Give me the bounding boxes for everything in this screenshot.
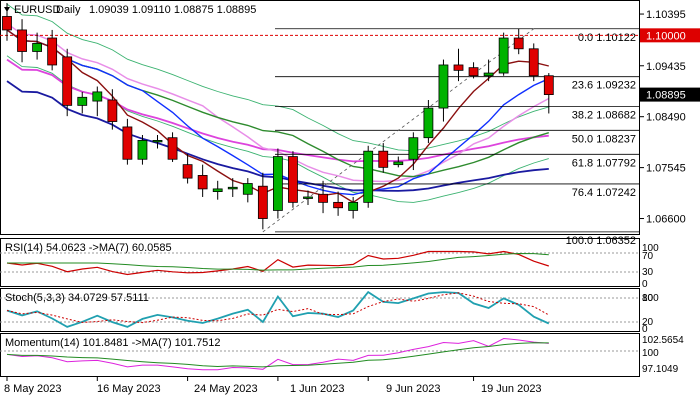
rsi-tick-30: 30 [642,267,654,278]
stoch-tick-80: 80 [642,293,654,304]
fib-level-label: 23.6 1.09232 [572,80,636,92]
candle-body [483,72,494,77]
candle-body [92,91,103,102]
current-price-label: 1.08895 [646,90,686,102]
resistance-price-box [640,28,700,43]
candle-body [333,201,344,209]
candle-body [182,164,193,179]
candle-body [122,126,133,160]
fib-level-label: 38.2 1.08682 [572,109,636,121]
date-label: 19 Jun 2023 [481,383,542,395]
candle-body [453,64,464,71]
rsi-tick-70: 70 [642,251,654,262]
stoch-tick-0: 0 [642,324,648,335]
stoch-tick-20: 20 [642,317,654,328]
candle-body [498,37,509,74]
header-timeframe: Daily [56,4,81,16]
date-label: 8 May 2023 [4,383,61,395]
candle-body [272,156,283,211]
dropdown-triangle-icon[interactable] [4,7,10,12]
candle-body [408,137,419,160]
candle-body [393,161,404,166]
fib-level-label: 76.4 1.07242 [572,187,636,199]
candle-body [363,150,374,203]
stoch-label: Stoch(5,3,3) 34.0729 57.5111 [5,292,149,304]
date-label: 24 May 2023 [194,383,258,395]
rsi-tick-100: 100 [642,243,659,254]
fib-level-label: 61.8 1.07792 [572,157,636,169]
rsi-tick-0: 0 [642,279,648,290]
candle-body [543,75,554,95]
candle-body [137,139,148,160]
candle-body [468,67,479,77]
fibonacci-levels: 0.0 1.10122 23.6 1.09232 38.2 1.08682 50.0 … [0,28,640,247]
candle-body [62,56,73,106]
candle-body [348,201,359,211]
candle-body [212,188,223,192]
candle-body [528,48,539,77]
date-label: 1 Jun 2023 [290,383,344,395]
candle-body [197,175,208,190]
momentum-line [6,337,549,371]
rsi-panel-frame [0,238,640,287]
rsi-line [6,250,549,276]
candle-body [318,193,328,203]
candle-body [438,64,449,109]
momentum-ma-line [6,342,549,368]
candle-body [227,186,238,190]
stoch-tick-100: 100 [642,293,659,304]
date-label: 16 May 2023 [97,383,161,395]
price-tick-label: 1.09435 [646,61,686,73]
candle-body [152,139,163,143]
date-axis [6,377,475,381]
candle-body [17,29,27,52]
fib-level-label: 0.0 1.10122 [578,32,636,44]
momentum-label: Momentum(14) 101.8481 ->MA(7) 101.7512 [5,337,221,349]
stoch-signal-line [6,292,550,324]
main-panel-frame [0,0,640,235]
bollinger-upper-line [6,3,549,152]
price-tick-label: 1.10395 [646,9,686,21]
candle-body [513,37,524,50]
resistance-price-label: 1.10000 [646,30,686,42]
momentum-tick-high: 102.5654 [642,335,684,346]
candle-body [167,137,178,160]
candle-body [257,185,268,219]
candle-body [288,156,298,203]
ma-magenta-line [6,58,549,163]
price-tick-label: 1.07545 [646,163,686,175]
rsi-label: RSI(14) 54.0623 ->MA(7) 60.0585 [5,242,172,254]
current-price-box [640,87,700,102]
candle-body [303,196,313,199]
fib-level-label: 100.0 1.06352 [566,235,636,247]
candle-body [242,183,253,195]
price-tick-label: 1.06600 [646,214,686,226]
candle-body [378,150,389,168]
candle-body [423,107,434,139]
indicator-lines [0,250,640,371]
momentum-tick-low: 97.1049 [642,364,679,375]
header-symbol: EURUSD [14,4,61,16]
rsi-ma-line [7,252,549,271]
candle-body [107,99,118,122]
date-label: 9 Jun 2023 [386,383,440,395]
momentum-panel-frame [0,333,640,377]
candle-body [77,96,88,106]
price-axis: 1.10395 1.09435 1.08490 1.07545 1.06600 1.100… [640,9,700,226]
fib-level-label: 50.0 1.08237 [572,133,636,145]
candles [2,3,554,230]
momentum-tick-100: 100 [642,348,659,359]
candle-body [32,43,42,52]
candle-body [2,16,12,31]
candle-body [47,37,58,66]
price-tick-label: 1.08490 [646,112,686,124]
stoch-panel-frame [0,288,640,332]
header-ohlc: 1.09039 1.09110 1.08875 1.08895 [89,4,256,16]
